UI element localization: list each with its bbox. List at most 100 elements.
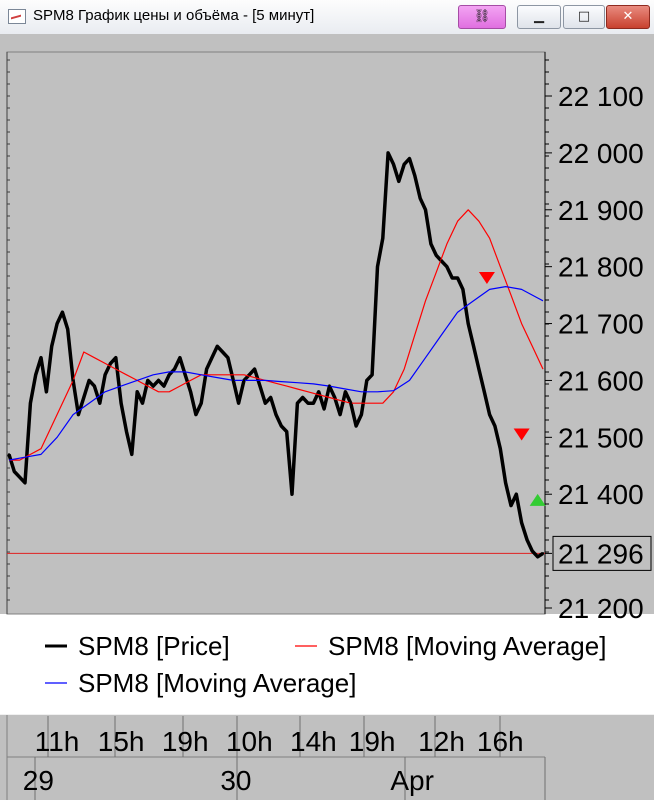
hour-tick-label: 14h xyxy=(290,726,337,757)
price-point xyxy=(456,276,459,280)
price-point xyxy=(424,208,427,211)
price-point xyxy=(488,413,491,416)
price-point xyxy=(130,453,134,456)
legend-ma-blue-label: SPM8 [Moving Average] xyxy=(78,668,356,698)
price-point xyxy=(376,265,379,268)
price-point xyxy=(226,356,230,359)
price-point xyxy=(499,447,502,450)
price-point xyxy=(317,390,320,394)
price-point xyxy=(312,402,315,405)
price-point xyxy=(413,174,417,177)
price-point xyxy=(451,276,454,280)
price-point xyxy=(221,350,224,354)
price-tick-label: 22 000 xyxy=(558,138,644,169)
close-button[interactable]: ✕ xyxy=(606,5,650,29)
price-point xyxy=(98,402,101,405)
legend: SPM8 [Price] SPM8 [Moving Average] SPM8 [M… xyxy=(45,631,606,698)
day-tick-label: 30 xyxy=(220,765,251,796)
moving-average-red-line xyxy=(9,209,544,461)
price-point xyxy=(82,396,85,399)
price-point xyxy=(381,237,384,240)
price-axis: 22 100 22 000 21 900 21 800 21 700 21 600 21 5… xyxy=(545,59,652,624)
price-point xyxy=(360,413,363,416)
price-point xyxy=(349,402,352,405)
current-price-box xyxy=(552,535,652,571)
price-point xyxy=(248,373,251,376)
price-point xyxy=(461,288,465,291)
price-point xyxy=(520,521,523,524)
price-point xyxy=(200,402,203,405)
price-point xyxy=(18,475,21,479)
left-axis-ticks xyxy=(7,59,10,601)
minimize-icon: ▁ xyxy=(534,9,544,24)
price-point xyxy=(328,384,331,388)
hour-tick-label: 19h xyxy=(162,726,209,757)
price-point xyxy=(61,310,64,314)
price-point xyxy=(125,430,128,433)
price-point xyxy=(274,413,278,416)
price-point xyxy=(386,151,390,155)
price-point xyxy=(184,373,187,376)
price-point xyxy=(13,470,16,473)
price-point xyxy=(472,345,475,348)
hour-tick-label: 16h xyxy=(477,726,524,757)
price-point xyxy=(119,402,123,405)
price-point xyxy=(194,413,198,416)
series-group xyxy=(7,151,545,559)
price-point xyxy=(280,424,283,428)
price-point xyxy=(50,345,53,348)
price-point xyxy=(87,379,91,382)
sell-marker xyxy=(478,272,495,285)
price-point xyxy=(365,379,368,382)
day-tick-label: Apr xyxy=(390,765,434,796)
price-point xyxy=(29,402,32,405)
price-tick-label: 21 500 xyxy=(558,422,644,453)
price-point xyxy=(157,379,160,382)
price-point xyxy=(210,356,214,359)
price-point xyxy=(205,367,208,371)
price-point xyxy=(34,373,37,376)
price-point xyxy=(216,345,219,348)
hour-tick-label: 10h xyxy=(226,726,273,757)
price-point xyxy=(151,384,155,388)
chart-app-icon xyxy=(8,9,26,24)
price-point xyxy=(354,424,358,428)
price-point xyxy=(344,390,347,394)
price-tick-label: 21 200 xyxy=(558,593,644,624)
price-point xyxy=(253,367,256,371)
moving-average-blue-line xyxy=(8,286,544,461)
price-tick-label: 21 400 xyxy=(558,479,644,510)
hour-tick-label: 19h xyxy=(349,726,396,757)
price-tick-label: 21 600 xyxy=(558,365,644,396)
price-point xyxy=(515,493,518,496)
price-point xyxy=(269,396,272,399)
price-point xyxy=(114,356,118,359)
close-icon: ✕ xyxy=(622,9,634,24)
price-point xyxy=(109,362,112,365)
price-point xyxy=(162,384,166,388)
price-point xyxy=(77,413,80,416)
price-point xyxy=(168,373,171,376)
price-point xyxy=(55,322,59,325)
price-point xyxy=(178,356,182,359)
price-point xyxy=(525,538,529,541)
price-point xyxy=(333,396,336,399)
price-point xyxy=(306,402,310,405)
price-point xyxy=(141,402,144,405)
price-point xyxy=(285,430,288,433)
price-tick-label: 21 800 xyxy=(558,252,644,283)
link-button[interactable]: ⛓ xyxy=(458,5,506,29)
minimize-button[interactable]: ▁ xyxy=(517,5,561,29)
price-point xyxy=(483,390,486,394)
legend-ma-red-label: SPM8 [Moving Average] xyxy=(328,631,606,661)
price-point xyxy=(531,549,534,553)
price-point xyxy=(93,384,96,388)
price-point xyxy=(477,367,481,371)
maximize-button[interactable]: □ xyxy=(563,5,605,29)
maximize-icon: □ xyxy=(577,9,591,24)
window-title: SPM8 График цены и объёма - [5 минут] xyxy=(33,7,315,24)
price-point xyxy=(173,367,176,371)
price-point xyxy=(322,407,326,411)
price-point xyxy=(504,481,507,485)
